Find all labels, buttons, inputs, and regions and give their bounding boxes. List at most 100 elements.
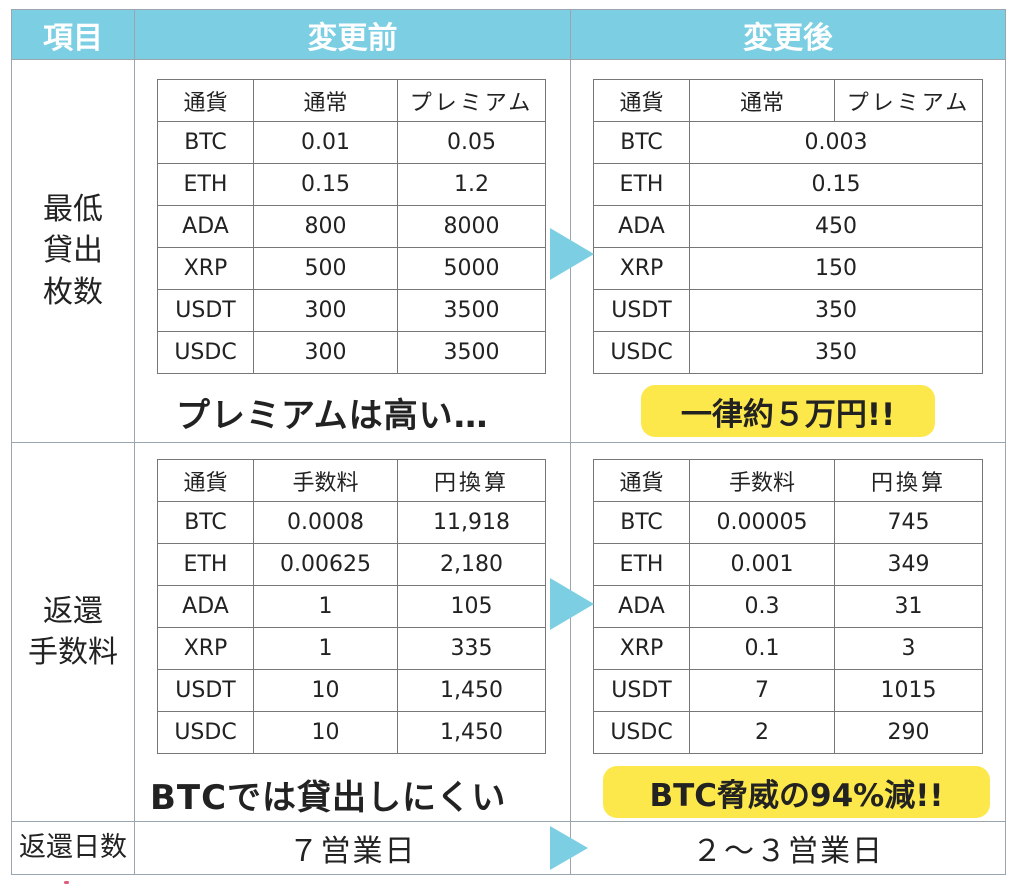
table-cell: 0.00625 — [253, 543, 398, 586]
table-row: ETH 0.001 349 — [593, 543, 983, 586]
table-cell: USDT — [593, 669, 690, 712]
table-cell: 0.15 — [689, 163, 983, 206]
table-cell: BTC — [157, 501, 254, 544]
table-cell: 7 — [689, 669, 835, 712]
table-cell: 0.003 — [689, 121, 983, 164]
min-lending-before-caption: プレミアムは高い… — [176, 396, 489, 436]
table-row: ADA 450 — [593, 205, 983, 248]
header-after: 変更後 — [570, 9, 1006, 60]
table-cell: USDC — [593, 711, 690, 754]
table-cell: 11,918 — [397, 501, 546, 544]
table-cell: XRP — [157, 627, 254, 670]
table-cell: ADA — [593, 585, 690, 628]
table-cell: 450 — [689, 205, 983, 248]
min-lending-label-text: 最低 貸出 枚数 — [43, 191, 103, 310]
table-cell: USDT — [157, 289, 254, 332]
column-header: 通貨 — [157, 459, 254, 502]
table-cell: 800 — [253, 205, 398, 248]
table-row: BTC 0.00005 745 — [593, 501, 983, 544]
table-cell: 3500 — [397, 289, 546, 332]
table-row: ETH 0.15 1.2 — [157, 163, 546, 206]
table-cell: 8000 — [397, 205, 546, 248]
table-header-row: 通貨 通常 プレミアム — [157, 79, 546, 122]
table-cell: USDC — [157, 711, 254, 754]
section-label-return-days: 返還日数 — [11, 821, 135, 875]
table-cell: 1,450 — [397, 711, 546, 754]
table-cell: 3 — [834, 627, 983, 670]
table-cell: BTC — [593, 121, 690, 164]
table-row: ETH 0.00625 2,180 — [157, 543, 546, 586]
return-fee-before-caption: BTCでは貸出しにくい — [150, 778, 507, 818]
table-cell: USDT — [593, 289, 690, 332]
table-cell: ETH — [157, 163, 254, 206]
table-cell: USDC — [157, 331, 254, 374]
column-header: 手数料 — [253, 459, 398, 502]
table-row: USDT 350 — [593, 289, 983, 332]
table-row: USDC 350 — [593, 331, 983, 374]
table-row: XRP 0.1 3 — [593, 627, 983, 670]
table-row: XRP 500 5000 — [157, 247, 546, 290]
table-row: USDC 2 290 — [593, 711, 983, 754]
table-cell: USDC — [593, 331, 690, 374]
column-header: 通貨 — [593, 79, 690, 122]
table-row: USDT 10 1,450 — [157, 669, 546, 712]
column-header: 円換算 — [397, 459, 546, 502]
table-row: BTC 0.0008 11,918 — [157, 501, 546, 544]
table-row: ADA 800 8000 — [157, 205, 546, 248]
column-header: 円換算 — [834, 459, 983, 502]
section-label-min-lending: 最低 貸出 枚数 — [11, 59, 135, 443]
table-cell: 1015 — [834, 669, 983, 712]
return-fee-after-highlight: BTC脅威の94%減!! — [603, 766, 990, 818]
table-row: USDC 300 3500 — [157, 331, 546, 374]
return-fee-before-table: 通貨 手数料 円換算 BTC 0.0008 11,918 ETH 0.00625 2,180 AD… — [157, 459, 546, 754]
table-cell: ADA — [593, 205, 690, 248]
table-cell: 0.001 — [689, 543, 835, 586]
table-row: USDT 7 1015 — [593, 669, 983, 712]
header-before: 変更前 — [134, 9, 571, 60]
table-cell: 150 — [689, 247, 983, 290]
table-cell: XRP — [157, 247, 254, 290]
table-cell: 0.00005 — [689, 501, 835, 544]
table-cell: 1,450 — [397, 669, 546, 712]
header-item: 項目 — [11, 9, 135, 60]
table-header-row: 通貨 通常 プレミアム — [593, 79, 983, 122]
table-cell: 2,180 — [397, 543, 546, 586]
table-cell: XRP — [593, 627, 690, 670]
table-row: BTC 0.01 0.05 — [157, 121, 546, 164]
table-cell: 2 — [689, 711, 835, 754]
return-days-before: ７営業日 — [134, 821, 571, 875]
column-header: 通常 — [689, 79, 835, 122]
table-cell: 105 — [397, 585, 546, 628]
table-row: ETH 0.15 — [593, 163, 983, 206]
arrow-right-icon — [550, 826, 588, 870]
column-header: プレミアム — [397, 79, 546, 122]
return-days-after: ２〜３営業日 — [570, 821, 1006, 875]
table-cell: XRP — [593, 247, 690, 290]
table-header-row: 通貨 手数料 円換算 — [593, 459, 983, 502]
arrow-right-icon — [550, 228, 594, 280]
table-cell: 0.3 — [689, 585, 835, 628]
table-cell: 0.1 — [689, 627, 835, 670]
table-cell: 350 — [689, 289, 983, 332]
column-header: プレミアム — [834, 79, 983, 122]
table-cell: 300 — [253, 289, 398, 332]
table-cell: 350 — [689, 331, 983, 374]
table-cell: 1 — [253, 627, 398, 670]
column-header: 通貨 — [157, 79, 254, 122]
table-header-row: 通貨 手数料 円換算 — [157, 459, 546, 502]
min-lending-before-table: 通貨 通常 プレミアム BTC 0.01 0.05 ETH 0.15 1.2 ADA 800 8000… — [157, 79, 546, 374]
table-cell: 5000 — [397, 247, 546, 290]
table-cell: ETH — [157, 543, 254, 586]
table-cell: 290 — [834, 711, 983, 754]
table-row: BTC 0.003 — [593, 121, 983, 164]
table-cell: BTC — [593, 501, 690, 544]
table-cell: 300 — [253, 331, 398, 374]
min-lending-after-highlight: 一律約５万円!! — [641, 385, 935, 437]
table-row: ADA 0.3 31 — [593, 585, 983, 628]
table-cell: 10 — [253, 711, 398, 754]
table-cell: 0.05 — [397, 121, 546, 164]
table-row: USDT 300 3500 — [157, 289, 546, 332]
column-header: 通常 — [253, 79, 398, 122]
table-cell: USDT — [157, 669, 254, 712]
table-cell: 0.01 — [253, 121, 398, 164]
